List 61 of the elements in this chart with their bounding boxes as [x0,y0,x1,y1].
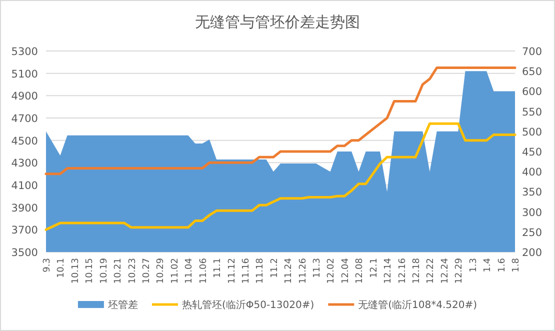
y-tick-label: 3700 [11,224,38,237]
x-tick-label: 12.22 [426,258,436,284]
line-series [44,122,516,231]
x-tick-label: 12.14 [384,258,394,284]
x-tick-label: 10.29 [156,258,166,284]
x-tick-label: 12.29 [454,258,465,284]
y-tick-label: 3900 [11,202,38,214]
legend-label: 坯管差 [106,299,138,311]
x-tick-label: 10.1 [56,258,67,278]
x-tick-label: 11.06 [198,258,209,284]
y2-tick-label: 200 [522,247,542,259]
x-tick-label: 12.04 [340,258,351,284]
y2-tick-label: 600 [522,86,542,98]
legend-label: 热轧管坯(临沂Φ50-13020#) [182,299,314,311]
x-tick-label: 11.2 [270,258,280,278]
y-tick-label: 5300 [11,46,38,58]
y2-tick-label: 300 [522,206,542,219]
y-tick-label: 4900 [11,90,38,103]
x-tick-label: 1.8 [512,258,522,272]
chart-title: 无缝管与管坯价差走势图 [195,13,360,31]
x-tick-label: 11.02 [170,258,180,284]
y-tick-label: 5100 [11,68,38,80]
x-tick-label: 10.23 [128,258,138,284]
y-tick-label: 4100 [11,180,38,192]
x-tick-label: 11.12 [227,258,238,284]
y-tick-label: 4500 [11,135,38,148]
y-tick-label: 4300 [11,158,38,170]
x-tick-label: 9.3 [42,258,52,272]
x-tick-label: 11.24 [284,258,294,284]
y2-tick-label: 450 [522,146,542,158]
x-tick-label: 11.1 [213,258,224,278]
x-tick-label: 10.27 [142,258,152,284]
x-tick-label: 12.24 [440,258,450,284]
x-tick-label: 1.6 [497,258,508,272]
y2-tick-label: 650 [522,66,542,78]
x-tick-label: 12.16 [398,258,408,284]
y2-tick-label: 700 [522,46,542,58]
x-tick-label: 12.1 [369,258,380,278]
y2-tick-label: 500 [522,126,542,138]
x-tick-label: 11.04 [184,258,195,284]
x-tick-label: 10.13 [70,258,81,284]
x-tick-label: 12.02 [326,258,337,284]
y-tick-label: 3500 [11,247,38,259]
x-tick-label: 11.3 [312,258,323,278]
legend-label: 无缝管(临沂108*4.520#) [358,299,478,311]
x-tick-label: 10.15 [85,258,96,284]
x-tick-label: 12.18 [412,258,422,284]
x-tick-label: 11.26 [298,258,308,284]
line-series [44,66,516,176]
y2-tick-label: 250 [522,226,542,239]
x-tick-label: 10.21 [114,258,124,284]
y-tick-label: 4700 [11,113,38,125]
x-tick-label: 10.19 [99,258,110,284]
x-tick-label: 1.3 [468,258,479,272]
x-tick-label: 11.18 [256,258,266,284]
x-tick-label: 12.08 [355,258,366,284]
y2-tick-label: 400 [522,166,542,179]
x-tick-label: 1.4 [483,258,494,272]
y2-tick-label: 350 [522,186,542,199]
x-tick-label: 11.16 [241,258,252,284]
y2-tick-label: 550 [522,106,542,118]
